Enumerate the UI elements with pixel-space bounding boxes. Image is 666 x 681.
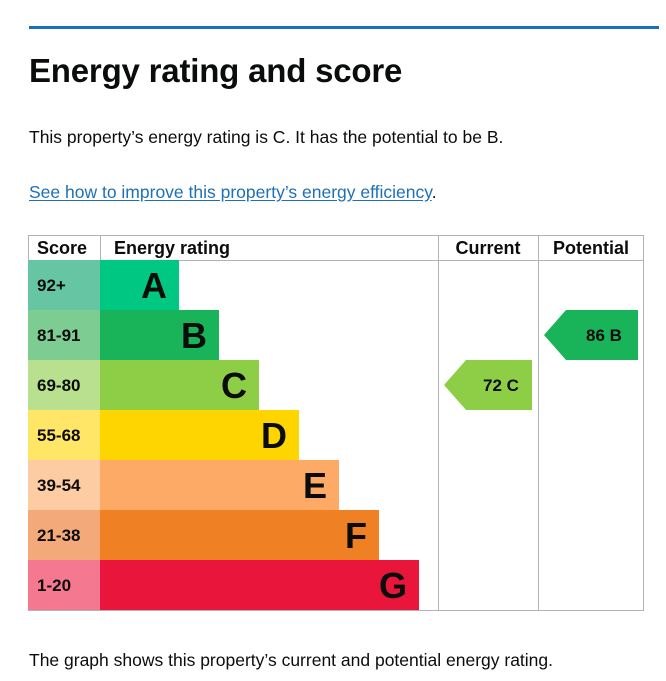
rating-bar-f	[100, 510, 379, 560]
score-range-f: 21-38	[37, 526, 80, 545]
score-cell-e	[28, 460, 100, 510]
potential-rating-label: 86 B	[586, 326, 622, 345]
improve-link-line: See how to improve this property’s energ…	[29, 182, 437, 203]
rating-summary: This property’s energy rating is C. It h…	[29, 127, 504, 147]
rating-bar-g	[100, 560, 419, 610]
score-range-g: 1-20	[37, 576, 71, 595]
rating-bar-d	[100, 410, 299, 460]
rating-letter-f: F	[345, 515, 367, 556]
score-cell-d	[28, 410, 100, 460]
rating-bar-a	[100, 260, 179, 310]
current-rating-label: 72 C	[483, 376, 519, 395]
current-rating-arrow	[444, 360, 532, 410]
rating-bar-b	[100, 310, 219, 360]
rating-bar-c	[100, 360, 259, 410]
rating-letter-a: A	[141, 265, 167, 306]
score-cell-g	[28, 560, 100, 610]
top-rule	[29, 26, 659, 29]
rating-letter-d: D	[261, 415, 287, 456]
rating-letter-e: E	[303, 465, 327, 506]
energy-rating-chart: Score Energy rating Current Potential 92+ A 81…	[28, 235, 644, 611]
score-range-e: 39-54	[37, 476, 81, 495]
score-cell-c	[28, 360, 100, 410]
chart-caption: The graph shows this property’s current …	[29, 650, 554, 670]
potential-rating-arrow	[544, 310, 638, 360]
score-cell-a	[28, 260, 100, 310]
score-range-c: 69-80	[37, 376, 80, 395]
header-potential: Potential	[553, 238, 629, 258]
score-cell-b	[28, 310, 100, 360]
rating-letter-c: C	[221, 365, 247, 406]
rating-letter-g: G	[379, 565, 407, 606]
score-range-d: 55-68	[37, 426, 80, 445]
page-title: Energy rating and score	[29, 52, 403, 89]
rating-bar-e	[100, 460, 339, 510]
link-suffix: .	[431, 182, 437, 202]
score-range-b: 81-91	[37, 326, 80, 345]
rating-letter-b: B	[181, 315, 207, 356]
score-cell-f	[28, 510, 100, 560]
header-current: Current	[455, 238, 520, 258]
improve-efficiency-link[interactable]: See how to improve this property’s energ…	[29, 182, 432, 202]
header-score: Score	[37, 238, 87, 258]
score-range-a: 92+	[37, 276, 66, 295]
header-energy-rating: Energy rating	[114, 238, 230, 258]
epc-chart-svg: Score Energy rating Current Potential 92+ A 81…	[28, 235, 644, 611]
